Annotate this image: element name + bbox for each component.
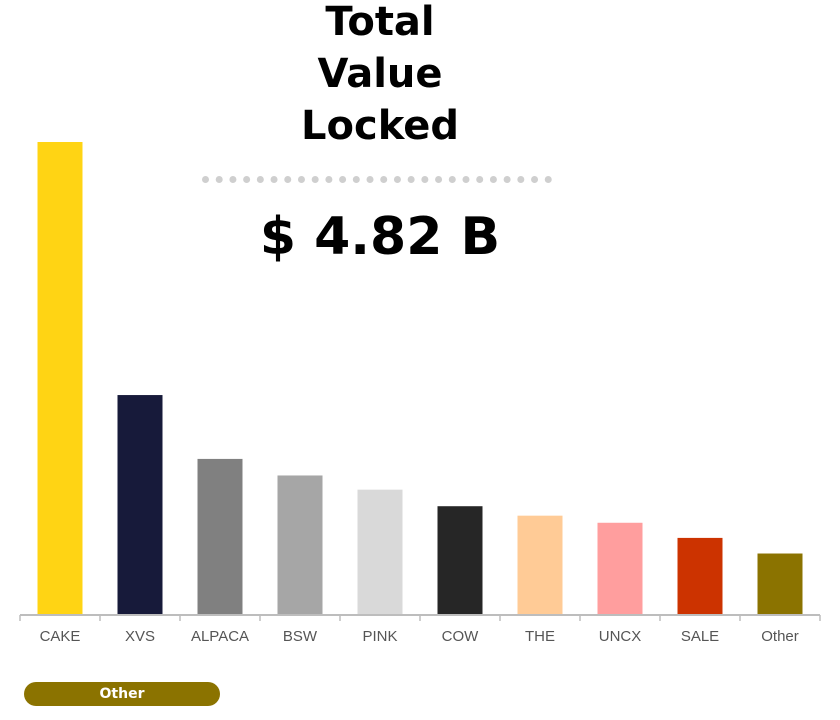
bar-xvs[interactable] — [117, 395, 163, 615]
bar-sale[interactable] — [677, 537, 723, 615]
total-value-locked: $ 4.82 B — [259, 207, 501, 267]
bar-bsw[interactable] — [277, 475, 323, 615]
x-tick-label: COW — [442, 628, 480, 645]
legend-item-other[interactable]: Other — [24, 682, 220, 706]
bars — [37, 142, 803, 615]
bar-cow[interactable] — [437, 506, 483, 615]
bar-pink[interactable] — [357, 489, 403, 615]
x-tick-label: Other — [761, 628, 799, 645]
bar-other[interactable] — [757, 553, 803, 615]
chart-title-line: Value — [317, 51, 443, 97]
x-tick-label: CAKE — [40, 628, 81, 645]
bar-uncx[interactable] — [597, 522, 643, 615]
bar-alpaca[interactable] — [197, 458, 243, 615]
chart-title: Total Value Locked — [230, 0, 530, 152]
x-tick-label: SALE — [681, 628, 719, 645]
title-divider — [202, 176, 552, 183]
x-axis-ticks — [19, 615, 821, 621]
bar-the[interactable] — [517, 515, 563, 615]
x-axis-labels: CAKE XVS ALPACA BSW PINK COW THE UNCX SALE Other — [40, 628, 799, 645]
x-tick-label: XVS — [125, 628, 155, 645]
bar-cake[interactable] — [37, 142, 83, 615]
x-tick-label: PINK — [362, 628, 397, 645]
x-tick-label: BSW — [283, 628, 318, 645]
x-tick-label: THE — [525, 628, 555, 645]
legend-label: Other — [99, 686, 145, 702]
chart-title-line: Locked — [301, 103, 459, 149]
x-tick-label: ALPACA — [191, 628, 249, 645]
x-tick-label: UNCX — [599, 628, 642, 645]
chart-title-line: Total — [325, 0, 435, 45]
